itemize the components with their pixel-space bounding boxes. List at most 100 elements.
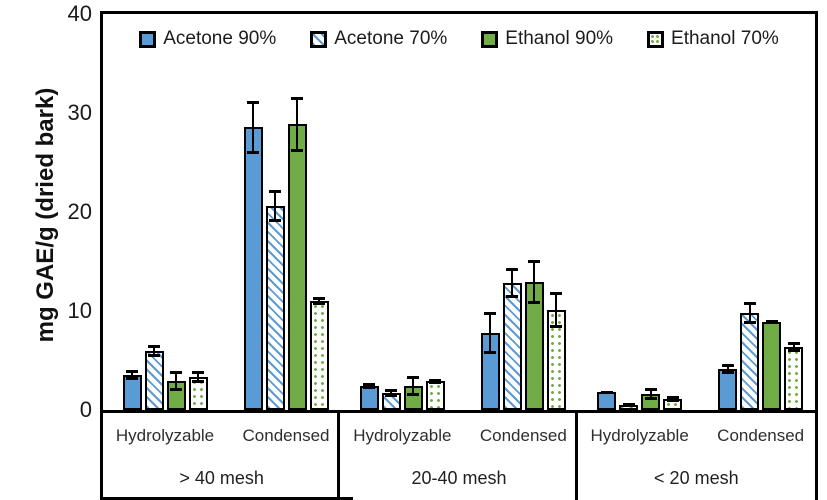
y-tick-label: 20: [67, 199, 92, 224]
error-bar-cap: [484, 312, 497, 315]
bar: [287, 124, 307, 410]
error-bar-cap: [269, 190, 281, 193]
error-bar-cap: [291, 149, 303, 152]
legend: Acetone 90% Acetone 70% Ethanol 90% Ethanol…: [103, 28, 815, 50]
error-bar-cap: [170, 388, 182, 391]
error-bar-cap: [550, 325, 563, 328]
group-label: > 40 mesh: [179, 468, 264, 488]
error-bar-stem: [412, 376, 415, 396]
bar: [546, 310, 566, 410]
plot-area: Acetone 90% Acetone 70% Ethanol 90% Ethanol…: [100, 11, 818, 413]
category-label: Hydrolyzable: [353, 426, 452, 445]
error-bar-cap: [721, 371, 734, 374]
category-label: Condensed: [242, 426, 330, 445]
legend-item: Ethanol 70%: [647, 28, 779, 50]
error-bar-cap: [247, 101, 259, 104]
error-bar-stem: [748, 302, 751, 324]
axis-bottom-line: [100, 497, 353, 500]
error-bar-cap: [313, 302, 325, 305]
bar: [718, 369, 738, 410]
legend-swatch-icon: [481, 30, 499, 48]
error-bar-cap: [506, 268, 519, 271]
bar: [359, 386, 379, 410]
error-bar-cap: [787, 349, 800, 352]
error-bar-cap: [787, 342, 800, 345]
error-bar-cap: [429, 381, 442, 384]
error-bar-stem: [489, 312, 492, 354]
error-bar-cap: [126, 370, 138, 373]
legend-label: Ethanol 90%: [505, 28, 614, 49]
x-axis-label-area: Hydrolyzable Condensed > 40 mesh Hydrolyzab…: [100, 413, 818, 500]
error-bar-cap: [148, 345, 160, 348]
error-bar-cap: [148, 354, 160, 357]
error-bar-cap: [743, 321, 756, 324]
category-label: Condensed: [479, 426, 567, 445]
error-bar-cap: [429, 379, 442, 382]
error-bar-stem: [649, 388, 652, 400]
y-tick-label: 40: [67, 1, 92, 26]
bar: [784, 347, 804, 410]
error-bar-cap: [407, 393, 420, 396]
axis-divider-line: [815, 413, 818, 500]
error-bar-stem: [252, 101, 254, 154]
error-bar-cap: [363, 386, 376, 389]
error-bar-cap: [644, 397, 657, 400]
bar: [122, 375, 142, 410]
y-tick-label: 10: [67, 298, 92, 323]
error-bar-stem: [197, 371, 199, 383]
error-bar-cap: [622, 404, 635, 407]
bar: [243, 127, 263, 410]
axis-divider-line: [100, 413, 103, 500]
error-bar-cap: [192, 380, 204, 383]
error-bar-cap: [528, 301, 541, 304]
error-bar-cap: [666, 396, 679, 399]
error-bar-stem: [533, 260, 536, 304]
error-bar-cap: [666, 399, 679, 402]
bar: [188, 377, 208, 410]
bar: [762, 322, 782, 410]
error-bar-cap: [126, 377, 138, 380]
legend-item: Acetone 90%: [139, 28, 276, 50]
bar: [740, 313, 760, 410]
error-bar-cap: [385, 394, 398, 397]
legend-swatch-icon: [139, 30, 157, 48]
error-bar-stem: [390, 389, 393, 397]
legend-swatch-icon: [647, 30, 665, 48]
legend-swatch-icon: [310, 30, 328, 48]
error-bar-stem: [153, 345, 155, 357]
error-bar-stem: [131, 370, 133, 380]
legend-label: Acetone 70%: [334, 28, 448, 49]
error-bar-stem: [175, 371, 177, 391]
legend-item: Acetone 70%: [310, 28, 447, 50]
bar: [425, 381, 445, 410]
legend-label: Ethanol 70%: [671, 28, 779, 49]
error-bar-cap: [385, 389, 398, 392]
category-label: Condensed: [717, 426, 805, 445]
bar: [309, 301, 329, 410]
group-label: < 20 mesh: [654, 468, 739, 488]
error-bar-cap: [765, 320, 778, 323]
error-bar-stem: [792, 342, 795, 352]
y-tick-label: 30: [67, 100, 92, 125]
error-bar-stem: [555, 292, 558, 328]
axis-divider-line: [337, 413, 340, 500]
error-bar-stem: [726, 364, 729, 374]
error-bar-cap: [644, 388, 657, 391]
bar: [265, 206, 285, 410]
error-bar-cap: [363, 383, 376, 386]
bar: [597, 392, 617, 410]
error-bar-cap: [721, 364, 734, 367]
category-label: Hydrolyzable: [590, 426, 689, 445]
error-bar-stem: [296, 97, 298, 152]
error-bar-cap: [291, 97, 303, 100]
error-bar-cap: [407, 376, 420, 379]
error-bar-stem: [318, 297, 320, 305]
error-bar-cap: [170, 371, 182, 374]
error-bar-cap: [743, 302, 756, 305]
legend-label: Acetone 90%: [163, 28, 277, 49]
error-bar-cap: [550, 292, 563, 295]
error-bar-cap: [506, 295, 519, 298]
error-bar-cap: [247, 151, 259, 154]
error-bar-stem: [511, 268, 514, 298]
